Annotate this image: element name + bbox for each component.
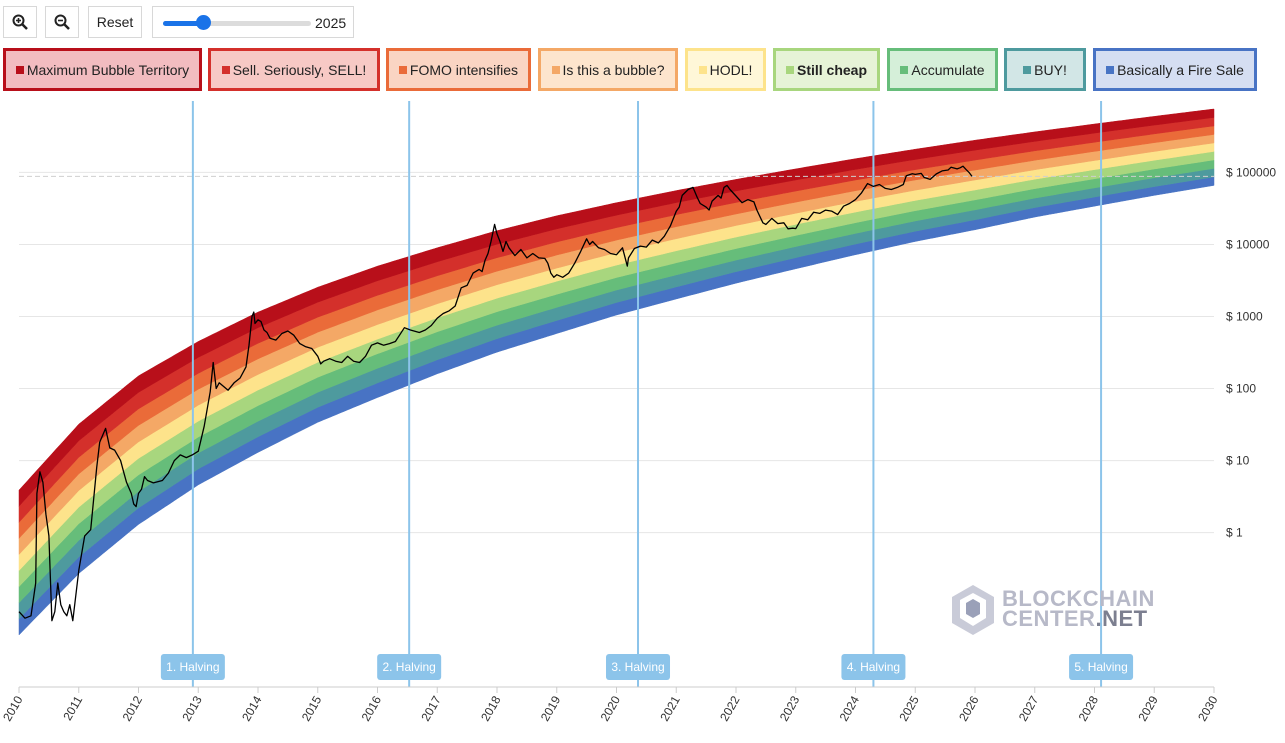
legend-swatch	[1106, 65, 1115, 74]
legend-swatch	[1023, 65, 1032, 74]
legend-label: HODL!	[709, 61, 753, 78]
y-tick-label: $ 1000	[1226, 310, 1263, 324]
legend-label: Accumulate	[911, 61, 985, 78]
year-slider-container: 2025	[152, 6, 354, 38]
y-tick-label: $ 100	[1226, 382, 1256, 396]
x-tick-label: 2029	[1135, 693, 1161, 723]
watermark-net: .NET	[1095, 606, 1148, 631]
legend-label: Is this a bubble?	[562, 61, 665, 78]
legend-swatch	[900, 65, 909, 74]
x-tick-label: 2027	[1016, 693, 1042, 723]
zoom-in-button[interactable]	[3, 6, 37, 38]
year-slider-fill	[163, 21, 203, 26]
legend-swatch	[785, 65, 794, 74]
price-line	[18, 165, 973, 622]
legend-label: Still cheap	[796, 61, 868, 78]
legend-label: Sell. Seriously, SELL!	[232, 61, 367, 78]
year-slider-value: 2025	[315, 15, 347, 31]
legend-button-5[interactable]: HODL!	[685, 48, 766, 91]
halving-label-box	[841, 654, 906, 680]
legend-button-8[interactable]: BUY!	[1004, 48, 1086, 91]
legend-swatch	[551, 65, 560, 74]
reset-button[interactable]: Reset	[88, 6, 142, 38]
x-tick-label: 2010	[0, 693, 26, 723]
zoom-out-button[interactable]	[45, 6, 79, 38]
halving-label: 1. Halving	[166, 660, 219, 674]
watermark-text: BLOCKCHAIN CENTER.NET	[1002, 586, 1155, 631]
x-tick-label: 2011	[60, 693, 85, 723]
x-tick-label: 2021	[657, 693, 683, 723]
x-tick-label: 2014	[239, 693, 265, 723]
x-tick-label: 2025	[896, 693, 922, 723]
year-slider-track[interactable]	[163, 21, 311, 26]
legend-label: Basically a Fire Sale	[1117, 61, 1244, 78]
legend-swatch	[398, 65, 407, 74]
legend-button-6[interactable]: Still cheap	[773, 48, 880, 91]
halving-label-box	[377, 654, 442, 680]
legend-button-1[interactable]: Maximum Bubble Territory	[3, 48, 202, 91]
x-tick-label: 2015	[299, 693, 325, 723]
toolbar: Reset 2025	[0, 0, 1285, 46]
x-tick-label: 2030	[1195, 693, 1221, 723]
halving-label: 4. Halving	[847, 660, 900, 674]
x-tick-label: 2019	[538, 693, 564, 723]
y-tick-label: $ 100000	[1226, 165, 1276, 179]
y-tick-label: $ 10000	[1226, 237, 1270, 251]
x-tick-label: 2023	[777, 693, 803, 723]
x-tick-label: 2018	[478, 693, 504, 723]
halving-label-box	[160, 654, 225, 680]
legend-button-9[interactable]: Basically a Fire Sale	[1093, 48, 1257, 91]
legend-button-4[interactable]: Is this a bubble?	[538, 48, 678, 91]
watermark-line-1: BLOCKCHAIN	[1002, 586, 1155, 611]
legend-swatch	[698, 65, 707, 74]
x-tick-label: 2028	[1076, 693, 1102, 723]
halving-label-box	[1069, 654, 1134, 680]
halving-label: 2. Halving	[382, 660, 435, 674]
rainbow-chart: $ 1 $ 10 $ 100 $ 1000 $ 10000 $ 100000 1. Halv…	[0, 101, 1276, 724]
year-slider-thumb[interactable]	[195, 15, 211, 30]
blockchain-center-logo-icon	[952, 585, 994, 635]
zoom-out-icon	[54, 14, 70, 30]
legend-button-2[interactable]: Sell. Seriously, SELL!	[208, 48, 380, 91]
rainbow-band	[18, 108, 1215, 507]
x-tick-label: 2016	[359, 693, 385, 723]
legend-button-3[interactable]: FOMO intensifies	[386, 48, 531, 91]
legend-label: FOMO intensifies	[409, 61, 519, 78]
x-tick-label: 2017	[418, 693, 444, 723]
x-tick-label: 2026	[956, 693, 982, 723]
watermark-center: CENTER	[1002, 606, 1096, 631]
y-tick-label: $ 1	[1226, 526, 1243, 540]
legend-button-7[interactable]: Accumulate	[887, 48, 998, 91]
x-tick-label: 2012	[120, 693, 146, 723]
halving-label-box	[606, 654, 671, 680]
halving-label: 5. Halving	[1074, 660, 1127, 674]
blockchain-center-watermark: BLOCKCHAIN CENTER.NET	[948, 583, 1158, 637]
halving-label: 3. Halving	[611, 660, 664, 674]
y-tick-label: $ 10	[1226, 454, 1250, 468]
legend-swatch	[221, 65, 230, 74]
x-tick-label: 2013	[179, 693, 205, 723]
watermark-line-2: CENTER.NET	[1002, 606, 1155, 631]
x-tick-label: 2020	[598, 693, 624, 723]
legend-label: BUY!	[1034, 61, 1067, 78]
legend-swatch	[15, 65, 24, 74]
x-tick-label: 2024	[837, 693, 863, 723]
zoom-in-icon	[12, 14, 28, 30]
x-tick-label: 2022	[717, 693, 743, 723]
legend-label: Maximum Bubble Territory	[26, 61, 190, 78]
